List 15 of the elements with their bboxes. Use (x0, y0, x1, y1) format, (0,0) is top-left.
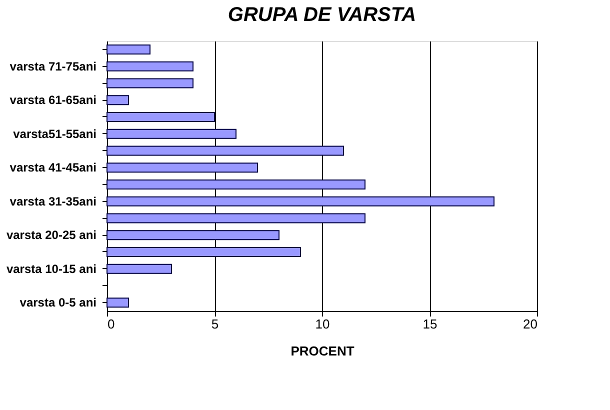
y-tick-label: varsta 61-65ani (10, 93, 96, 108)
y-tick-label: varsta 41-45ani (10, 160, 96, 175)
x-tick-label: 10 (315, 316, 330, 332)
x-tick-label: 5 (211, 316, 219, 332)
y-tick-label: varsta 20-25 ani (6, 228, 96, 242)
y-tick-label: varsta 71-75ani (10, 59, 96, 74)
y-tick-label: varsta 31-35ani (10, 194, 96, 208)
y-tick-label: varsta51-55ani (13, 126, 96, 141)
x-tick-label: 0 (108, 316, 115, 332)
y-tick-label: varsta 10-15 ani (6, 262, 96, 276)
chart-title: GRUPA DE VARSTA (228, 4, 416, 26)
x-axis-title: PROCENT (290, 344, 354, 358)
x-tick-label: 20 (523, 316, 538, 332)
y-tick-label: varsta 0-5 ani (20, 296, 96, 310)
x-tick-label: 15 (422, 316, 438, 332)
